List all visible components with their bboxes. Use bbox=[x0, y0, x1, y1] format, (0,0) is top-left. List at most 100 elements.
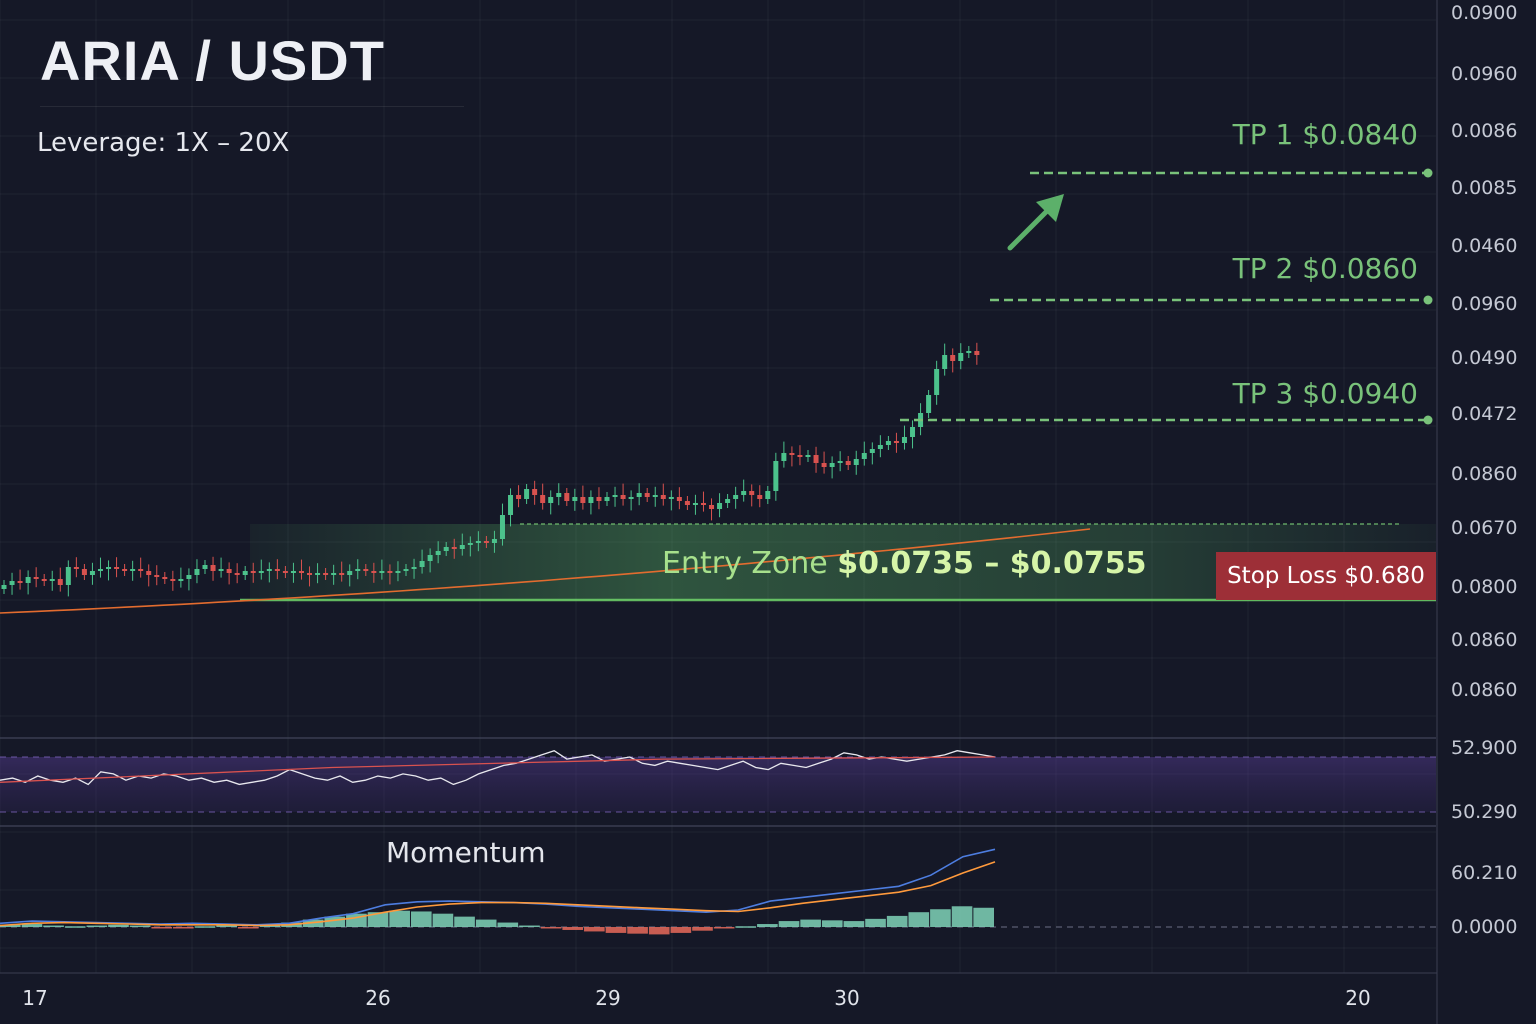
candle-body bbox=[122, 569, 128, 571]
candle-body bbox=[210, 565, 216, 571]
momentum-bar bbox=[194, 926, 216, 928]
candle-body bbox=[57, 579, 63, 585]
candle-body bbox=[186, 575, 192, 579]
candle-body bbox=[926, 395, 932, 413]
candle-body bbox=[853, 459, 859, 465]
rsi-tick: 50.290 bbox=[1451, 801, 1518, 823]
candle-body bbox=[162, 577, 168, 579]
momentum-bar bbox=[973, 907, 994, 927]
tp1-label: TP 1 $0.0840 bbox=[1232, 118, 1418, 151]
momentum-bar bbox=[843, 921, 865, 927]
rsi-signal-line bbox=[0, 756, 996, 783]
candle-body bbox=[331, 573, 337, 575]
candle-body bbox=[508, 495, 514, 515]
price-tick: 0.0860 bbox=[1451, 463, 1518, 485]
candle-body bbox=[901, 437, 907, 443]
candle-body bbox=[81, 569, 87, 575]
candle-body bbox=[725, 499, 731, 503]
candle-body bbox=[564, 493, 570, 501]
candle-body bbox=[612, 495, 618, 497]
candle-body bbox=[17, 581, 23, 583]
momentum-bar bbox=[800, 919, 821, 927]
candle-body bbox=[821, 463, 827, 467]
momentum-bar bbox=[713, 927, 735, 929]
momentum-bar bbox=[584, 927, 605, 932]
momentum-bar bbox=[43, 925, 64, 928]
candle-body bbox=[258, 571, 264, 573]
momentum-bar bbox=[367, 912, 389, 927]
price-tick: 0.0860 bbox=[1451, 629, 1518, 651]
momentum-bar bbox=[497, 922, 519, 927]
rsi-panel bbox=[0, 749, 1436, 813]
target-dot bbox=[1423, 415, 1433, 425]
momentum-bar bbox=[886, 915, 908, 927]
momentum-panel bbox=[0, 848, 1436, 935]
candle-body bbox=[741, 491, 747, 495]
momentum-label: Momentum bbox=[386, 836, 546, 869]
candle-body bbox=[910, 427, 916, 437]
tp2-label: TP 2 $0.0860 bbox=[1232, 252, 1418, 285]
candle-body bbox=[451, 547, 457, 549]
candle-body bbox=[33, 577, 39, 579]
title-divider bbox=[40, 106, 464, 107]
momentum-bar bbox=[627, 927, 648, 934]
candle-body bbox=[315, 573, 321, 575]
candle-body bbox=[298, 571, 304, 573]
candle-body bbox=[106, 567, 112, 569]
price-tick: 0.0086 bbox=[1451, 120, 1518, 142]
candle-body bbox=[797, 455, 803, 457]
candle-body bbox=[427, 555, 433, 561]
candle-body bbox=[146, 571, 152, 575]
momentum-bar bbox=[324, 916, 346, 927]
candle-body bbox=[885, 441, 891, 445]
price-tick: 0.0960 bbox=[1451, 63, 1518, 85]
candle-body bbox=[339, 573, 345, 575]
candle-body bbox=[307, 573, 313, 575]
entry-zone-label: Entry Zone $0.0735 – $0.0755 bbox=[662, 546, 1146, 581]
candle-body bbox=[242, 571, 248, 575]
candle-body bbox=[789, 453, 795, 455]
rsi-line bbox=[0, 749, 996, 786]
price-tick: 0.0860 bbox=[1451, 679, 1518, 701]
candle-body bbox=[154, 575, 160, 577]
candle-body bbox=[65, 567, 71, 585]
candle-body bbox=[877, 445, 883, 449]
candle-body bbox=[323, 573, 329, 575]
candles bbox=[1, 342, 980, 597]
price-tick: 0.0085 bbox=[1451, 177, 1518, 199]
candle-body bbox=[379, 571, 385, 573]
momentum-bar bbox=[173, 927, 194, 929]
candle-body bbox=[266, 569, 272, 571]
candle-body bbox=[491, 539, 497, 543]
stop-loss-badge: Stop Loss $0.680 bbox=[1216, 552, 1436, 600]
candle-body bbox=[170, 579, 176, 581]
momentum-bar bbox=[64, 926, 86, 928]
candle-body bbox=[419, 561, 425, 567]
candle-body bbox=[733, 495, 739, 499]
candle-body bbox=[668, 497, 674, 499]
candle-body bbox=[282, 571, 288, 573]
candle-body bbox=[628, 497, 634, 499]
candle-body bbox=[572, 497, 578, 501]
candle-body bbox=[483, 541, 489, 543]
momentum-bar bbox=[519, 925, 540, 928]
momentum-tick: 0.0000 bbox=[1451, 916, 1518, 938]
candle-body bbox=[138, 569, 144, 571]
price-tick: 0.0460 bbox=[1451, 235, 1518, 257]
momentum-bar bbox=[0, 924, 21, 927]
candle-body bbox=[773, 461, 779, 491]
candle-body bbox=[765, 491, 771, 499]
x-tick: 17 bbox=[22, 986, 48, 1010]
candle-body bbox=[837, 461, 843, 463]
candle-body bbox=[290, 571, 296, 573]
candle-body bbox=[25, 577, 31, 583]
candle-body bbox=[516, 495, 522, 499]
momentum-bar bbox=[475, 919, 497, 927]
momentum-bar bbox=[648, 927, 670, 935]
moving-average bbox=[0, 528, 1091, 614]
candle-body bbox=[49, 579, 55, 581]
candle-body bbox=[355, 569, 361, 571]
momentum-bar bbox=[21, 924, 43, 927]
pair-title: ARIA / USDT bbox=[40, 29, 385, 92]
candle-body bbox=[532, 489, 538, 495]
